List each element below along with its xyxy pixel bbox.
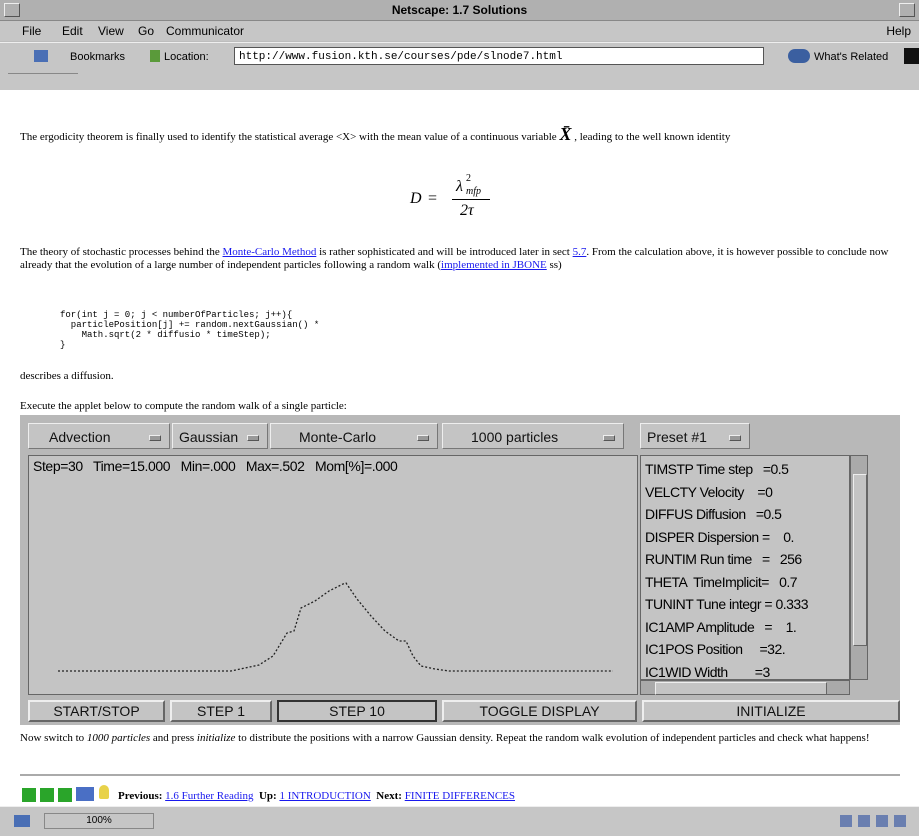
nav-label: Next: xyxy=(376,790,402,802)
menu-bar: File Edit View Go Communicator Help xyxy=(0,21,919,41)
bookmarks-icon xyxy=(34,50,48,62)
window-title: Netscape: 1.7 Solutions xyxy=(0,3,919,17)
menu-item[interactable]: Communicator xyxy=(166,24,244,38)
button[interactable]: STEP 1 xyxy=(170,700,272,722)
text: to distribute the positions with a narro… xyxy=(235,732,869,744)
formula-subscript: mfp xyxy=(466,186,481,197)
dropdown[interactable]: 1000 particles xyxy=(442,423,624,449)
horizontal-rule xyxy=(20,774,900,776)
dropdown[interactable]: Preset #1 xyxy=(640,423,750,449)
scroll-thumb[interactable] xyxy=(853,474,867,646)
parameter[interactable]: VELCTY Velocity =0 xyxy=(645,481,850,504)
text: The ergodicity theorem is finally used t… xyxy=(20,131,559,143)
text: is rather sophisticated and will be intr… xyxy=(316,246,572,258)
particle-density-curve xyxy=(58,583,613,671)
text: Now switch to xyxy=(20,732,87,744)
status-bar: 100% xyxy=(0,806,919,836)
menu-item[interactable]: Edit xyxy=(62,24,83,38)
location-icon xyxy=(150,50,160,62)
nav-previous-icon[interactable] xyxy=(58,788,72,802)
text: , leading to the well known identity xyxy=(571,131,730,143)
vertical-scrollbar[interactable] xyxy=(850,455,868,680)
button[interactable]: START/STOP xyxy=(28,700,165,722)
related-icon xyxy=(788,49,810,63)
code-line: for(int j = 0; j < numberOfParticles; j+… xyxy=(60,310,319,320)
paragraph: Execute the applet below to compute the … xyxy=(20,400,347,413)
paragraph: Now switch to 1000 particles and press i… xyxy=(20,732,900,745)
text: and press xyxy=(150,732,197,744)
code-line: particlePosition[j] += random.nextGaussi… xyxy=(60,320,319,330)
math-symbol: X̄ xyxy=(559,124,571,144)
parameter[interactable]: TUNINT Tune integr = 0.333 xyxy=(645,593,850,616)
menu-item[interactable]: Help xyxy=(886,24,911,38)
button[interactable]: STEP 10 xyxy=(277,700,437,722)
parameter[interactable]: DIFFUS Diffusion =0.5 xyxy=(645,503,850,526)
security-icon xyxy=(14,815,30,827)
formula-lhs: D xyxy=(410,190,422,208)
text: ss) xyxy=(547,259,562,271)
netscape-logo xyxy=(904,48,919,64)
parameter[interactable]: TIMSTP Time step =0.5 xyxy=(645,458,850,481)
paragraph: The theory of stochastic processes behin… xyxy=(20,246,900,272)
code-block: for(int j = 0; j < numberOfParticles; j+… xyxy=(60,310,319,350)
text: initialize xyxy=(197,732,236,744)
maximize-button[interactable] xyxy=(899,3,915,17)
link[interactable]: Monte-Carlo Method xyxy=(223,246,317,258)
parameter[interactable]: THETA TimeImplicit= 0.7 xyxy=(645,571,850,594)
link[interactable]: 1 INTRODUCTION xyxy=(279,790,370,802)
dropdown[interactable]: Advection xyxy=(28,423,170,449)
code-line: Math.sqrt(2 * diffusio * timeStep); xyxy=(60,330,319,340)
scroll-thumb[interactable] xyxy=(655,682,827,695)
nav-index-icon[interactable] xyxy=(99,785,109,799)
button[interactable]: TOGGLE DISPLAY xyxy=(442,700,637,722)
plot-canvas xyxy=(29,456,637,694)
nav-next-icon[interactable] xyxy=(22,788,36,802)
link[interactable]: implemented in JBONE xyxy=(441,259,547,271)
location-label: Location: xyxy=(164,51,209,63)
plot-area: Step=30 Time=15.000 Min=.000 Max=.502 Mo… xyxy=(28,455,638,695)
nav-up-icon[interactable] xyxy=(40,788,54,802)
parameter[interactable]: IC1AMP Amplitude = 1. xyxy=(645,616,850,639)
horizontal-scrollbar[interactable] xyxy=(640,680,850,695)
formula-equals: = xyxy=(428,190,437,208)
url-field[interactable]: http://www.fusion.kth.se/courses/pde/sln… xyxy=(234,47,764,65)
nav-label: Previous: xyxy=(118,790,162,802)
nav-label: Up: xyxy=(259,790,277,802)
dropdown[interactable]: Monte-Carlo xyxy=(270,423,438,449)
location-toolbar: Bookmarks Location: http://www.fusion.kt… xyxy=(0,42,919,91)
related-button[interactable]: What's Related xyxy=(814,51,888,63)
button[interactable]: INITIALIZE xyxy=(642,700,900,722)
nav-contents-icon[interactable] xyxy=(76,787,94,801)
parameter[interactable]: IC1POS Position =32. xyxy=(645,638,850,661)
link[interactable]: 1.6 Further Reading xyxy=(165,790,253,802)
paragraph: The ergodicity theorem is finally used t… xyxy=(20,128,900,144)
text: The theory of stochastic processes behin… xyxy=(20,246,223,258)
menu-item[interactable]: File xyxy=(22,24,41,38)
fraction-line xyxy=(452,199,490,200)
formula-superscript: 2 xyxy=(466,173,471,184)
link[interactable]: 5.7 xyxy=(573,246,587,258)
formula-numerator: λ xyxy=(456,178,463,196)
toolbar-grip xyxy=(8,73,78,78)
parameter-list[interactable]: TIMSTP Time step =0.5 VELCTY Velocity =0… xyxy=(640,455,850,680)
navigation-links: Previous: 1.6 Further Reading Up: 1 INTR… xyxy=(118,790,515,803)
code-line: } xyxy=(60,340,319,350)
paragraph: describes a diffusion. xyxy=(20,370,114,383)
link[interactable]: FINITE DIFFERENCES xyxy=(405,790,515,802)
dropdown[interactable]: Gaussian xyxy=(172,423,268,449)
formula-denominator: 2τ xyxy=(460,202,474,220)
browser-window: Netscape: 1.7 Solutions File Edit View G… xyxy=(0,0,919,836)
bookmarks-button[interactable]: Bookmarks xyxy=(70,51,125,63)
parameter[interactable]: RUNTIM Run time = 256 xyxy=(645,548,850,571)
text: 1000 particles xyxy=(87,732,150,744)
component-bar[interactable] xyxy=(840,815,910,827)
parameter[interactable]: DISPER Dispersion = 0. xyxy=(645,526,850,549)
menu-item[interactable]: Go xyxy=(138,24,154,38)
title-bar: Netscape: 1.7 Solutions xyxy=(0,0,919,21)
menu-item[interactable]: View xyxy=(98,24,124,38)
progress-indicator: 100% xyxy=(44,813,154,829)
